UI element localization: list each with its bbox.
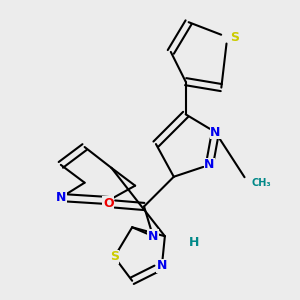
Text: O: O [103,197,114,210]
Text: N: N [210,126,220,139]
Text: CH₃: CH₃ [251,178,271,188]
Text: N: N [148,230,158,243]
Text: S: S [230,31,239,44]
Text: N: N [56,191,66,204]
Text: N: N [204,158,214,171]
Text: N: N [157,260,167,272]
Text: H: H [189,236,199,249]
Text: S: S [110,250,119,263]
